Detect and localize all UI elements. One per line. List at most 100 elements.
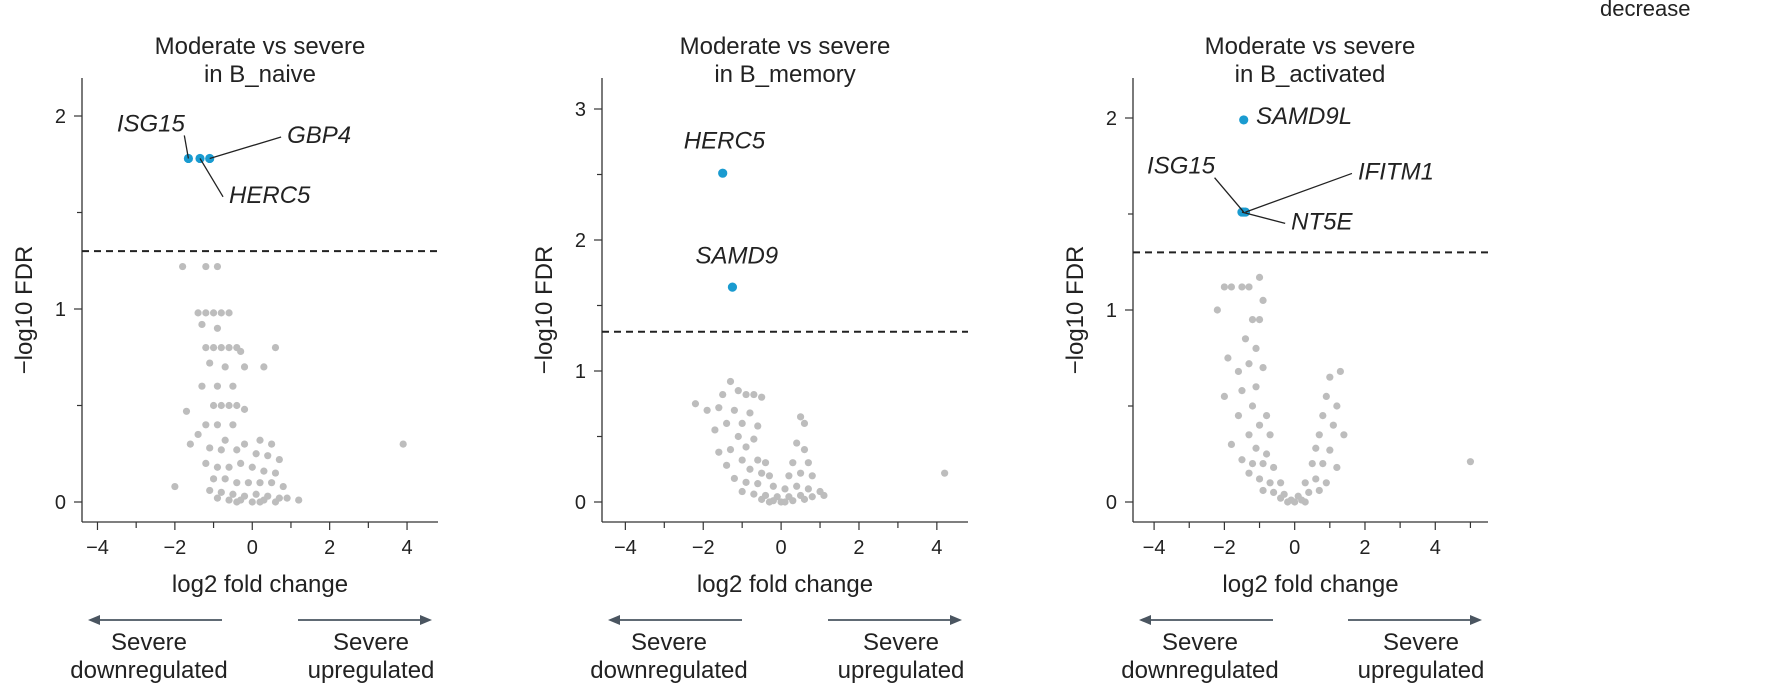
nonsignificant-gene-point: [1259, 460, 1267, 468]
x-tick-label: −4: [86, 537, 109, 559]
upregulated-label: upregulated: [1358, 657, 1485, 684]
nonsignificant-gene-point: [237, 347, 245, 356]
nonsignificant-gene-point: [758, 495, 766, 503]
nonsignificant-gene-point: [789, 459, 797, 467]
nonsignificant-gene-point: [271, 498, 280, 506]
left-arrow-head: [608, 615, 620, 625]
nonsignificant-gene-point: [229, 490, 237, 498]
nonsignificant-gene-point: [268, 479, 276, 487]
nonsignificant-gene-point: [229, 382, 237, 390]
nonsignificant-gene-point: [703, 406, 711, 414]
nonsignificant-gene-point: [742, 478, 750, 486]
nonsignificant-gene-point: [722, 419, 731, 427]
nonsignificant-gene-point: [1238, 283, 1246, 291]
nonsignificant-gene-point: [730, 474, 738, 483]
gene-leader-line: [209, 136, 282, 160]
nonsignificant-gene-point: [1259, 364, 1267, 372]
gene-leader-line: [1245, 172, 1353, 213]
nonsignificant-gene-point: [202, 344, 210, 352]
nonsignificant-gene-point: [202, 309, 210, 317]
nonsignificant-gene-point: [202, 459, 210, 467]
nonsignificant-gene-point: [1262, 412, 1271, 420]
nonsignificant-gene-point: [793, 439, 801, 447]
nonsignificant-gene-point: [1248, 316, 1257, 324]
gene-label: HERC5: [229, 182, 311, 209]
x-tick-label: 4: [931, 537, 942, 559]
nonsignificant-gene-point: [785, 472, 793, 480]
downregulated-label: downregulated: [1121, 657, 1278, 684]
nonsignificant-gene-point: [217, 344, 225, 352]
nonsignificant-gene-point: [233, 401, 241, 410]
nonsignificant-gene-point: [244, 479, 252, 487]
nonsignificant-gene-point: [1262, 450, 1271, 458]
right-arrow-head: [420, 615, 432, 625]
nonsignificant-gene-point: [1329, 421, 1337, 429]
nonsignificant-gene-point: [268, 440, 276, 448]
nonsignificant-gene-point: [206, 444, 214, 452]
nonsignificant-gene-point: [1322, 479, 1330, 487]
nonsignificant-gene-point: [1301, 498, 1309, 506]
nonsignificant-gene-point: [202, 421, 210, 429]
nonsignificant-gene-point: [260, 363, 268, 371]
nonsignificant-gene-point: [765, 472, 774, 480]
gene-label: ISG15: [117, 110, 186, 137]
y-tick-label: 1: [55, 299, 66, 321]
upregulated-label: upregulated: [838, 657, 965, 684]
nonsignificant-gene-point: [225, 309, 233, 317]
gene-label: HERC5: [684, 127, 766, 154]
gene-leader-line: [1214, 177, 1245, 213]
y-tick-label: 0: [575, 492, 586, 514]
nonsignificant-gene-point: [1322, 392, 1330, 400]
nonsignificant-gene-point: [1333, 463, 1341, 472]
nonsignificant-gene-point: [746, 465, 754, 473]
nonsignificant-gene-point: [1319, 412, 1327, 420]
y-tick-label: 3: [575, 99, 586, 121]
gene-label: SAMD9L: [1256, 103, 1352, 130]
right-arrow-head: [1470, 615, 1482, 625]
nonsignificant-gene-point: [800, 419, 809, 427]
nonsignificant-gene-point: [217, 488, 225, 496]
x-tick-label: 0: [1289, 537, 1300, 559]
nonsignificant-gene-point: [1266, 431, 1274, 439]
x-axis-label: log2 fold change: [1222, 571, 1398, 598]
nonsignificant-gene-point: [808, 472, 816, 480]
nonsignificant-gene-point: [217, 401, 225, 410]
nonsignificant-gene-point: [240, 405, 249, 413]
nonsignificant-gene-point: [754, 480, 762, 488]
y-tick-label: 1: [1106, 300, 1117, 322]
nonsignificant-gene-point: [233, 498, 241, 506]
nonsignificant-gene-point: [186, 440, 194, 448]
nonsignificant-gene-point: [758, 393, 766, 401]
x-tick-label: −2: [1213, 537, 1236, 559]
significant-gene-point: [1239, 115, 1249, 125]
nonsignificant-gene-point: [1466, 458, 1475, 466]
nonsignificant-gene-point: [225, 496, 233, 504]
gene-label: NT5E: [1291, 208, 1353, 235]
nonsignificant-gene-point: [1241, 335, 1250, 343]
y-tick-label: 2: [1106, 108, 1117, 130]
nonsignificant-gene-point: [217, 446, 225, 454]
nonsignificant-gene-point: [1252, 344, 1260, 352]
nonsignificant-gene-point: [1255, 316, 1264, 324]
x-tick-label: −2: [163, 537, 186, 559]
x-tick-label: 2: [1359, 537, 1370, 559]
nonsignificant-gene-point: [194, 430, 202, 439]
nonsignificant-gene-point: [1301, 479, 1309, 487]
nonsignificant-gene-point: [719, 390, 727, 399]
nonsignificant-gene-point: [765, 498, 774, 506]
nonsignificant-gene-point: [252, 450, 260, 458]
nonsignificant-gene-point: [209, 475, 218, 483]
nonsignificant-gene-point: [1269, 463, 1278, 472]
nonsignificant-gene-point: [746, 409, 754, 417]
nonsignificant-gene-point: [209, 401, 218, 410]
nonsignificant-gene-point: [820, 491, 828, 500]
nonsignificant-gene-point: [1336, 367, 1344, 376]
upregulated-label: Severe: [863, 629, 939, 656]
nonsignificant-gene-point: [1315, 486, 1323, 495]
nonsignificant-gene-point: [711, 426, 719, 434]
nonsignificant-gene-point: [1238, 456, 1246, 464]
downregulated-label: Severe: [111, 629, 187, 656]
nonsignificant-gene-point: [240, 440, 249, 448]
